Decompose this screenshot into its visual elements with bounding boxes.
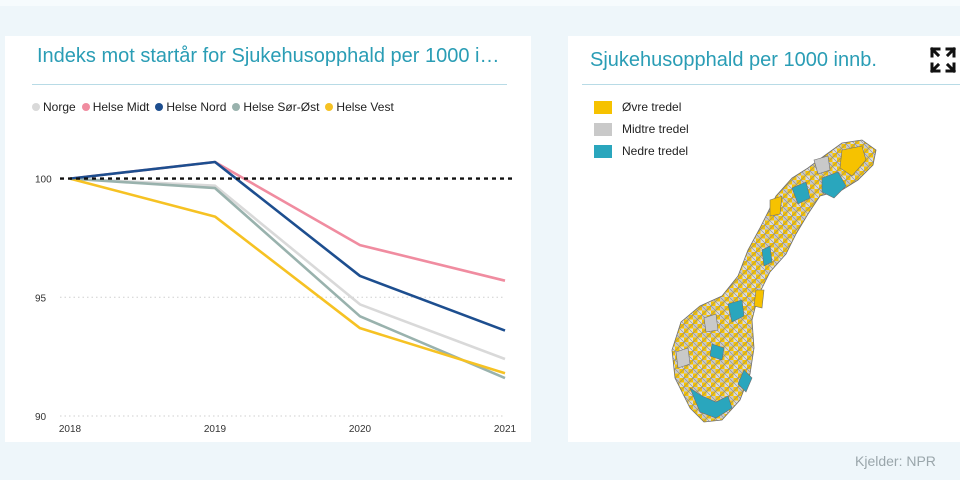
chart-panel: Indeks mot startår for Sjukehusopphald p… — [5, 36, 531, 442]
legend-label: Midtre tredel — [622, 122, 689, 136]
y-tick-label: 90 — [35, 412, 47, 423]
legend-item-helse-sør-øst[interactable]: Helse Sør-Øst — [232, 100, 319, 114]
source-note: Kjelder: NPR — [855, 453, 936, 469]
map-teal-regions — [689, 171, 847, 419]
x-tick-label: 2019 — [204, 424, 227, 435]
legend-dot — [232, 103, 241, 111]
legend-dot — [32, 103, 40, 111]
legend-label: Norge — [43, 100, 76, 114]
y-tick-label: 100 — [35, 175, 52, 186]
x-tick-label: 2018 — [59, 424, 82, 435]
series-line-helse-nord — [69, 160, 506, 332]
series-line-norge — [69, 177, 506, 361]
legend-dot — [325, 103, 334, 111]
line-chart: 100 95 90 2018 2019 2020 2021 — [35, 160, 517, 435]
legend-dot — [155, 103, 164, 111]
map-panel: Sjukehusopphald per 1000 innb. Øvre tred… — [568, 36, 960, 442]
map-legend-item-upper: Øvre tredel — [594, 96, 689, 118]
legend-item-norge[interactable]: Norge — [32, 100, 76, 114]
legend-label: Helse Nord — [166, 100, 227, 114]
legend-label: Nedre tredel — [622, 144, 689, 158]
legend-label: Øvre tredel — [622, 100, 682, 114]
y-tick-label: 95 — [35, 293, 47, 304]
map-legend-item-lower: Nedre tredel — [594, 140, 689, 162]
norway-outline — [671, 139, 877, 423]
chart-title-rule — [32, 84, 507, 85]
legend-swatch — [594, 144, 612, 158]
legend-item-helse-midt[interactable]: Helse Midt — [81, 100, 150, 114]
x-tick-label: 2021 — [494, 424, 517, 435]
legend-item-helse-nord[interactable]: Helse Nord — [155, 100, 226, 114]
map-title: Sjukehusopphald per 1000 innb. — [590, 49, 877, 71]
legend-dot — [81, 103, 90, 111]
legend-label: Helse Vest — [336, 100, 394, 114]
legend-label: Helse Midt — [92, 100, 150, 114]
legend-item-helse-vest[interactable]: Helse Vest — [325, 100, 394, 114]
norway-map[interactable] — [568, 36, 960, 442]
legend-label: Helse Sør-Øst — [243, 100, 320, 114]
expand-icon[interactable] — [928, 45, 958, 75]
chart-legend: Norge Helse Midt Helse Nord Helse Sør-Øst He… — [32, 100, 394, 114]
map-legend-item-middle: Midtre tredel — [594, 118, 689, 140]
x-tick-label: 2020 — [349, 424, 372, 435]
series-line-helse-vest — [69, 177, 506, 375]
top-band — [0, 0, 960, 6]
legend-swatch — [594, 122, 612, 136]
map-grey-regions — [675, 155, 831, 369]
series-line-helse-sør-øst — [69, 177, 506, 380]
map-yellow-regions — [753, 145, 867, 309]
map-title-rule — [582, 84, 960, 85]
map-legend: Øvre tredel Midtre tredel Nedre tredel — [594, 96, 689, 162]
legend-swatch — [594, 100, 612, 114]
